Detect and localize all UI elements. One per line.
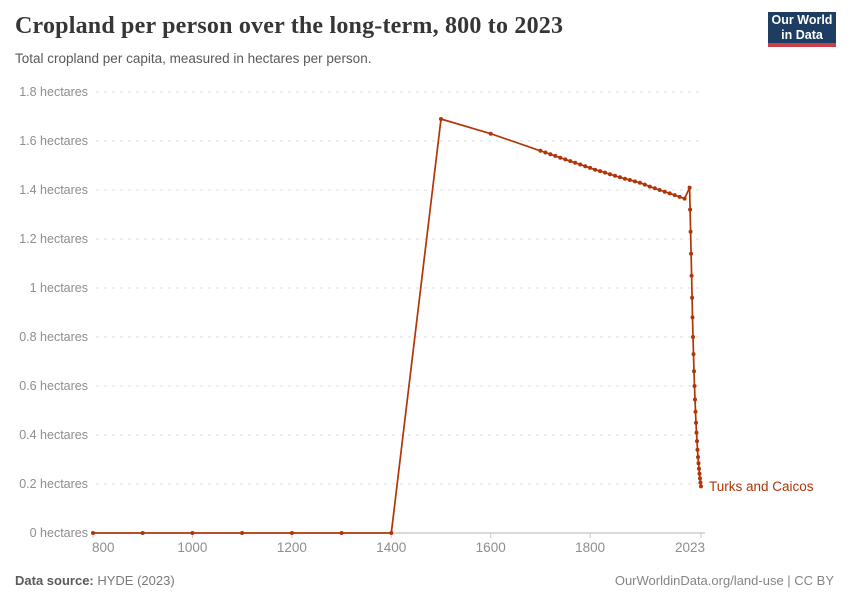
data-point: [553, 153, 558, 158]
x-axis-tick-label: 800: [92, 540, 115, 555]
data-point: [91, 531, 95, 535]
data-point: [439, 117, 443, 121]
data-source-label: Data source:: [15, 573, 94, 588]
data-point: [578, 162, 583, 167]
data-point: [692, 384, 697, 388]
y-axis-tick-label: 0 hectares: [30, 526, 88, 540]
data-point: [637, 180, 642, 185]
data-point: [672, 193, 677, 198]
page-title: Cropland per person over the long-term, …: [15, 13, 564, 39]
y-axis-tick-label: 1 hectares: [30, 281, 88, 295]
data-point: [642, 182, 647, 187]
data-point: [690, 315, 695, 320]
y-axis-tick-label: 0.8 hectares: [19, 330, 88, 344]
data-point: [543, 150, 548, 155]
data-point: [677, 194, 682, 199]
data-point: [627, 178, 632, 182]
data-point: [690, 295, 695, 300]
data-point: [289, 531, 294, 535]
data-point: [339, 531, 344, 535]
data-point: [695, 439, 699, 444]
x-axis-tick-label: 1400: [376, 540, 406, 555]
data-point: [667, 191, 672, 196]
chart-footer: Data source: HYDE (2023) OurWorldinData.…: [0, 573, 850, 588]
data-point: [662, 189, 667, 194]
data-point: [696, 461, 701, 466]
data-point: [692, 369, 696, 374]
data-point: [694, 430, 699, 435]
data-point: [696, 455, 700, 460]
y-axis-tick-label: 1.6 hectares: [19, 134, 88, 148]
data-point: [140, 531, 145, 535]
data-point: [697, 466, 701, 471]
data-point: [548, 152, 553, 157]
data-source: Data source: HYDE (2023): [15, 573, 175, 588]
data-point: [563, 157, 568, 162]
y-axis-tick-label: 0.6 hectares: [19, 379, 88, 393]
data-point: [698, 476, 702, 481]
y-axis-tick-label: 1.8 hectares: [19, 85, 88, 99]
data-point: [689, 251, 694, 256]
y-axis-tick-label: 0.4 hectares: [19, 428, 88, 442]
data-point: [588, 165, 593, 170]
data-point: [632, 179, 637, 184]
line-series: [92, 118, 702, 534]
data-point: [687, 185, 692, 190]
data-source-value: HYDE (2023): [93, 573, 175, 588]
data-point: [603, 170, 608, 175]
data-point: [682, 196, 687, 201]
data-point: [538, 148, 543, 153]
page-subtitle: Total cropland per capita, measured in h…: [15, 51, 372, 66]
data-point: [647, 184, 652, 189]
data-point: [618, 175, 622, 180]
owid-logo[interactable]: Our World in Data: [768, 12, 836, 47]
data-point: [488, 131, 493, 136]
x-axis-tick-label: 2023: [675, 540, 705, 555]
data-point: [657, 188, 662, 192]
data-point: [613, 173, 617, 178]
data-point: [693, 397, 697, 402]
data-point: [573, 160, 578, 165]
data-point: [697, 471, 702, 476]
data-point: [389, 531, 394, 535]
data-point: [583, 164, 588, 169]
data-point: [691, 335, 695, 339]
data-point: [240, 531, 245, 535]
series-entity-label: Turks and Caicos: [709, 479, 814, 494]
data-point: [693, 409, 698, 414]
data-point: [568, 159, 573, 164]
data-point: [190, 531, 195, 535]
data-point: [608, 172, 612, 177]
x-axis-tick-label: 1200: [277, 540, 307, 555]
y-axis-tick-label: 1.4 hectares: [19, 183, 88, 197]
data-point: [593, 167, 598, 172]
data-point: [558, 155, 563, 160]
data-point: [695, 447, 700, 452]
x-axis-tick-label: 1000: [177, 540, 207, 555]
data-point: [691, 352, 696, 357]
attribution-link[interactable]: OurWorldinData.org/land-use | CC BY: [614, 573, 834, 588]
data-point: [698, 480, 703, 485]
data-point: [689, 273, 694, 278]
data-point: [652, 186, 657, 191]
data-point: [622, 176, 627, 181]
x-axis-tick-label: 1800: [575, 540, 605, 555]
owid-logo-line2: in Data: [781, 27, 823, 42]
data-point: [688, 207, 693, 212]
x-axis-tick-label: 1600: [476, 540, 506, 555]
y-axis-tick-label: 0.2 hectares: [19, 477, 88, 491]
data-point: [694, 420, 698, 425]
owid-logo-line1: Our World: [771, 12, 833, 27]
data-point: [699, 484, 703, 489]
y-axis-tick-label: 1.2 hectares: [19, 232, 88, 246]
data-point: [598, 169, 603, 174]
data-point: [688, 229, 693, 234]
